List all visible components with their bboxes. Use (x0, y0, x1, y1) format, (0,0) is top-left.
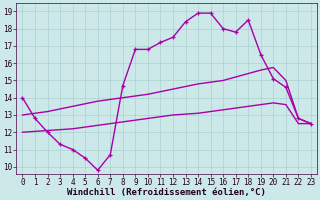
X-axis label: Windchill (Refroidissement éolien,°C): Windchill (Refroidissement éolien,°C) (67, 188, 266, 197)
